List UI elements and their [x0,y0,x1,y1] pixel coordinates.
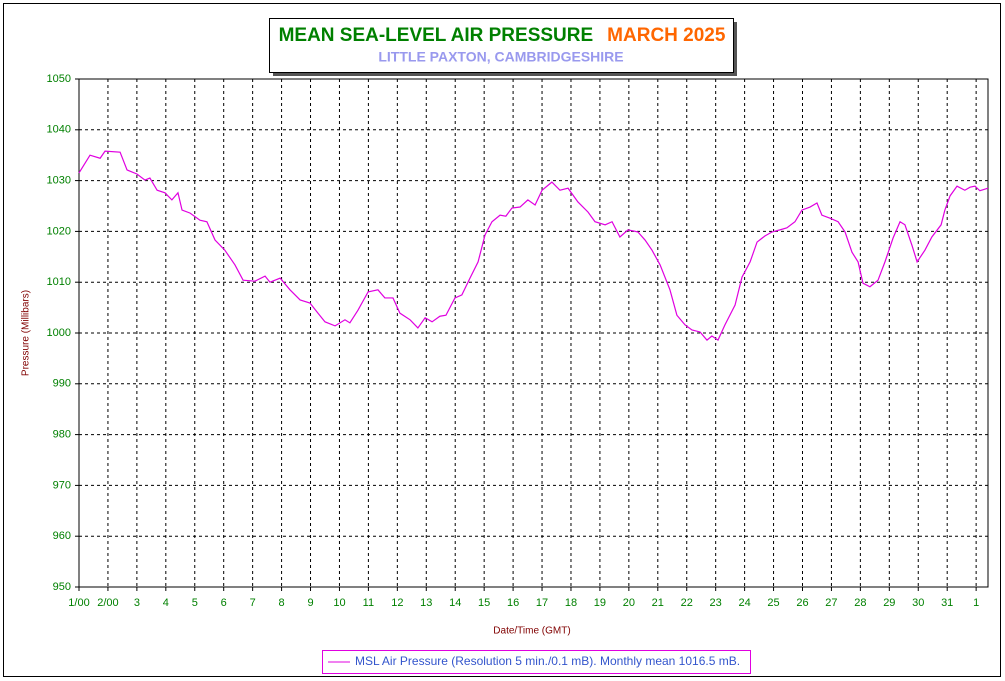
title-main: MEAN SEA-LEVEL AIR PRESSURE [279,25,594,46]
title-box [269,18,734,73]
plot-area [79,79,988,587]
plot: 9509609709809901000101010201030104010501… [47,73,989,609]
x-tick-label: 31 [941,597,953,609]
y-tick-label: 1040 [47,124,71,136]
x-tick-label: 3 [134,597,140,609]
x-tick-label: 10 [333,597,345,609]
x-tick-label: 30 [912,597,924,609]
y-tick-label: 950 [53,581,71,593]
x-tick-label: 28 [854,597,866,609]
x-tick-label: 23 [710,597,722,609]
x-tick-label: 9 [307,597,313,609]
x-tick-label: 5 [192,597,198,609]
x-tick-label: 12 [391,597,403,609]
legend-label: MSL Air Pressure (Resolution 5 min./0.1 … [355,654,740,668]
y-tick-label: 970 [53,479,71,491]
y-axis-label: Pressure (Millibars) [21,290,32,376]
subtitle: LITTLE PAXTON, CAMBRIDGESHIRE [378,49,623,65]
x-tick-label: 13 [420,597,432,609]
x-tick-label: 15 [478,597,490,609]
x-tick-label: 1/00 [68,597,89,609]
x-tick-label: 18 [565,597,577,609]
y-tick-label: 1020 [47,225,71,237]
y-tick-label: 1000 [47,327,71,339]
x-tick-label: 21 [652,597,664,609]
x-tick-label: 24 [738,597,750,609]
x-tick-label: 20 [623,597,635,609]
title-period: MARCH 2025 [607,25,726,46]
y-tick-label: 990 [53,378,71,390]
x-tick-label: 25 [767,597,779,609]
x-tick-label: 1 [973,597,979,609]
x-tick-label: 7 [250,597,256,609]
title: MEAN SEA-LEVEL AIR PRESSURE MARCH 2025 [279,25,726,46]
x-tick-label: 22 [681,597,693,609]
x-tick-label: 2/00 [97,597,118,609]
legend [322,650,751,674]
x-tick-label: 29 [883,597,895,609]
x-tick-label: 27 [825,597,837,609]
plot-border [78,78,989,588]
x-tick-label: 6 [221,597,227,609]
x-tick-label: 14 [449,597,461,609]
y-tick-label: 980 [53,429,71,441]
x-tick-label: 17 [536,597,548,609]
x-tick-label: 8 [279,597,285,609]
x-tick-label: 11 [363,597,374,609]
x-tick-label: 16 [507,597,519,609]
x-tick-label: 26 [796,597,808,609]
y-tick-label: 1050 [47,73,71,85]
y-tick-label: 1030 [47,175,71,187]
y-tick-label: 1010 [47,276,71,288]
x-tick-label: 19 [594,597,606,609]
y-tick-label: 960 [53,530,71,542]
x-tick-label: 4 [163,597,169,609]
pressure-line [78,150,989,342]
x-axis-label: Date/Time (GMT) [493,626,570,637]
